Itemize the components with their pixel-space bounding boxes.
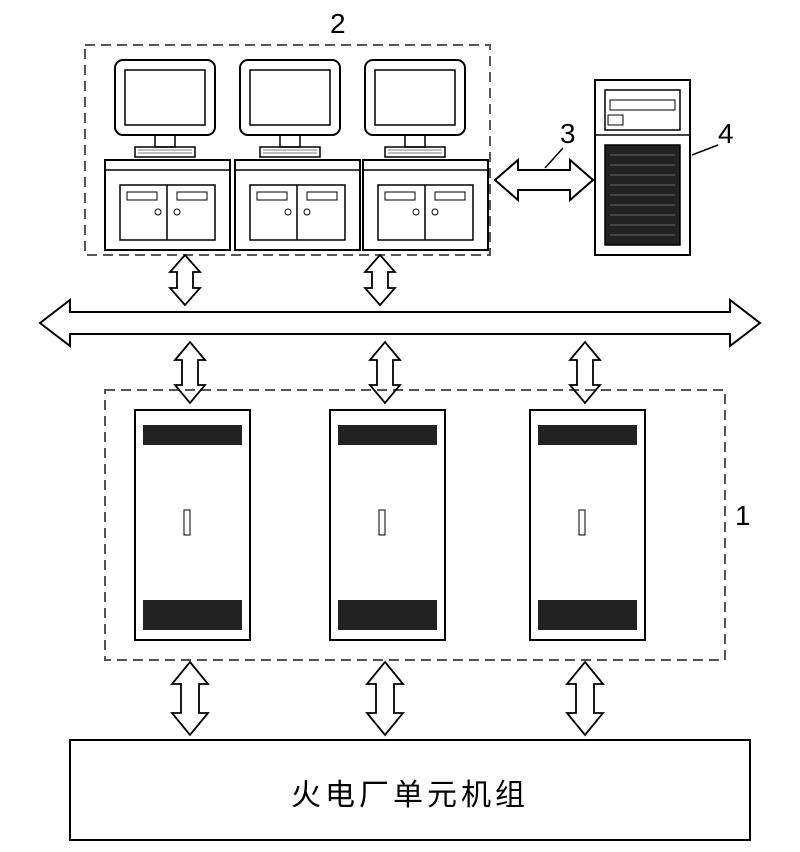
bus-arrow: [40, 300, 760, 346]
varrow-mid-3: [570, 342, 600, 403]
varrow-bot-2: [367, 662, 403, 735]
label-2: 2: [330, 8, 346, 40]
varrow-bot-1: [172, 662, 208, 735]
varrow-top-1: [170, 255, 200, 305]
cabinet-3: [530, 410, 645, 640]
leader-4: [692, 145, 718, 155]
varrow-mid-2: [370, 342, 400, 403]
varrow-mid-1: [175, 342, 205, 403]
desk-2: [235, 160, 360, 250]
label-3: 3: [560, 118, 576, 150]
label-1: 1: [735, 500, 751, 532]
pc-tower: [595, 80, 690, 255]
varrow-bot-3: [567, 662, 603, 735]
monitor-1: [115, 60, 215, 157]
cabinet-1: [135, 410, 250, 640]
side-arrow: [495, 160, 593, 200]
leader-3: [545, 148, 563, 168]
cabinet-2: [330, 410, 445, 640]
bottom-box-text: 火电厂单元机组: [70, 770, 750, 814]
label-4: 4: [718, 118, 734, 150]
desk-3: [363, 160, 488, 250]
varrow-top-2: [365, 255, 395, 305]
monitor-3: [365, 60, 465, 157]
desk-1: [105, 160, 230, 250]
diagram-svg: [0, 0, 800, 852]
monitor-2: [240, 60, 340, 157]
